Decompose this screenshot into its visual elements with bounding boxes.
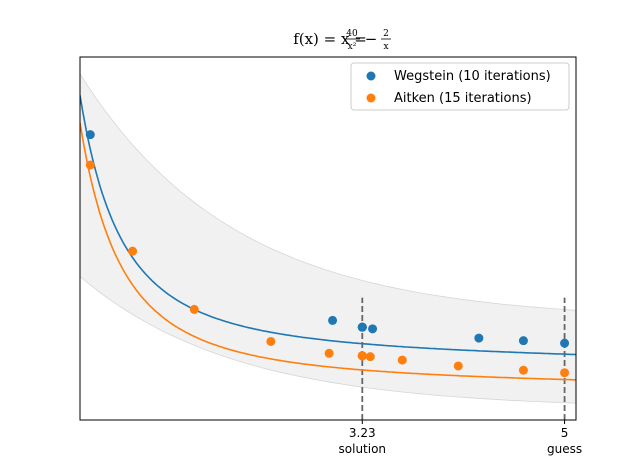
point-wegstein-9 [357, 322, 367, 332]
x-axis-ticks: 3.23 solution 5 guess [339, 420, 582, 456]
point-wegstein-1 [328, 315, 338, 325]
point-aitken-10 [560, 368, 570, 378]
legend-label-aitken: Aitken (15 iterations) [394, 91, 532, 106]
curve-wegstein [80, 95, 576, 356]
legend-marker-aitken [366, 93, 376, 103]
point-wegstein-4 [474, 333, 484, 343]
legend: Wegstein (10 iterations) Aitken (15 iter… [350, 62, 570, 111]
point-aitken-8 [453, 361, 463, 371]
title-operator: − [365, 30, 378, 48]
curve-aitken [80, 122, 576, 381]
x-tick-sublabel-1: guess [547, 442, 582, 456]
point-aitken-7 [397, 355, 407, 365]
reference-lines [361, 297, 566, 420]
point-aitken-4 [324, 348, 334, 358]
legend-box [350, 62, 570, 111]
uncertainty-band-layer [80, 73, 576, 404]
point-aitken-6 [365, 352, 375, 362]
title-term1-denominator: x² [348, 42, 357, 52]
point-aitken-1 [128, 246, 138, 256]
title-term2-numerator: 2 [383, 29, 389, 39]
uncertainty-band [80, 73, 576, 404]
point-wegstein-5 [518, 336, 528, 346]
point-wegstein-6 [560, 338, 570, 348]
point-aitken-2 [189, 304, 199, 314]
point-aitken-3 [266, 336, 276, 346]
title-prefix: f(x) = x = [293, 30, 367, 48]
fit-curves [80, 95, 576, 381]
chart-title: f(x) = x = [293, 30, 367, 48]
data-points [85, 130, 570, 378]
plot-frame [79, 56, 577, 421]
title-term1-numerator: 40 [346, 29, 358, 39]
point-wegstein-0 [85, 130, 95, 140]
title-term2-denominator: x [383, 42, 388, 52]
point-aitken-9 [518, 365, 528, 375]
legend-label-wegstein: Wegstein (10 iterations) [394, 69, 551, 84]
legend-marker-wegstein [366, 71, 376, 81]
point-aitken-0 [85, 160, 95, 170]
x-tick-label-1: 5 [561, 426, 569, 440]
x-tick-label-0: 3.23 [349, 426, 376, 440]
x-tick-sublabel-0: solution [339, 442, 387, 456]
chart-title-fractions: 40 x² − 2 x [344, 29, 391, 52]
point-aitken-14 [357, 351, 367, 361]
point-wegstein-3 [368, 324, 378, 334]
